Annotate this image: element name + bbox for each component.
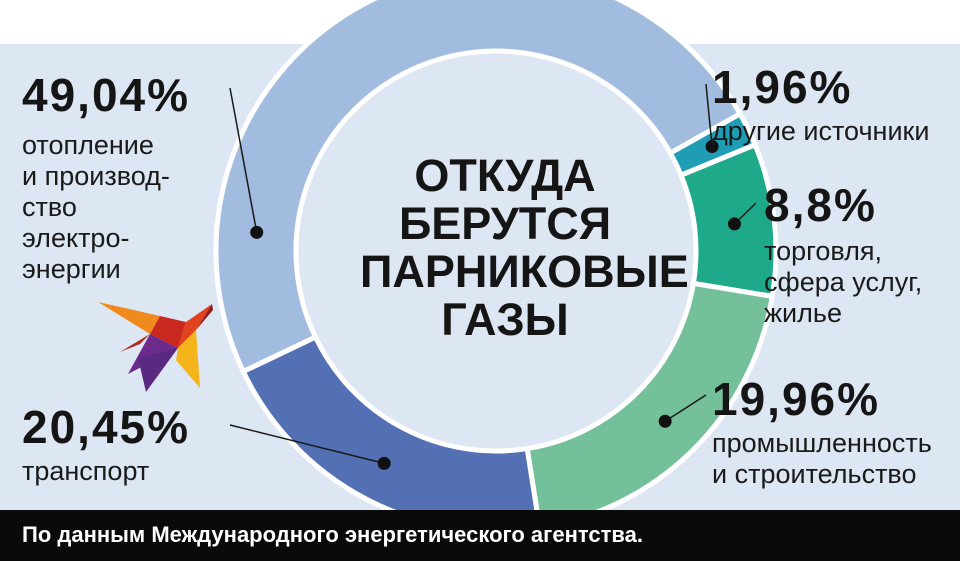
slice-category-label: транспорт <box>22 456 150 486</box>
leader-line <box>664 394 707 422</box>
slice-value-label: 19,96% <box>712 373 881 425</box>
slice-category-label: другие источники <box>712 116 930 146</box>
bird-logo <box>98 302 213 392</box>
source-footer: По данным Международного энергетического… <box>0 510 960 561</box>
leader-dot <box>377 456 391 470</box>
source-text: По данным Международного энергетического… <box>22 522 643 547</box>
donut-slice <box>677 141 779 300</box>
leader-dot <box>250 225 264 239</box>
donut-hole <box>300 55 692 447</box>
leader-line <box>229 87 258 233</box>
leader-dot <box>658 414 672 428</box>
slice-value-label: 1,96% <box>712 61 853 113</box>
chart-title: ОТКУДА БЕРУТСЯ ПАРНИКОВЫЕ ГАЗЫ <box>360 150 689 345</box>
slice-value-label: 20,45% <box>22 401 191 453</box>
leader-line <box>705 83 713 147</box>
slice-value-label: 8,8% <box>764 179 877 231</box>
leader-line <box>229 424 385 465</box>
slice-category-label: промышленность и строительство <box>712 428 932 489</box>
leader-dot <box>727 217 741 231</box>
leader-dot <box>705 140 719 154</box>
slice-category-label: торговля, сфера услуг, жилье <box>764 236 923 328</box>
slice-category-label: отопление и производ- ство электро- энер… <box>22 130 170 284</box>
slice-value-label: 49,04% <box>22 69 191 121</box>
donut-slice <box>213 0 744 375</box>
